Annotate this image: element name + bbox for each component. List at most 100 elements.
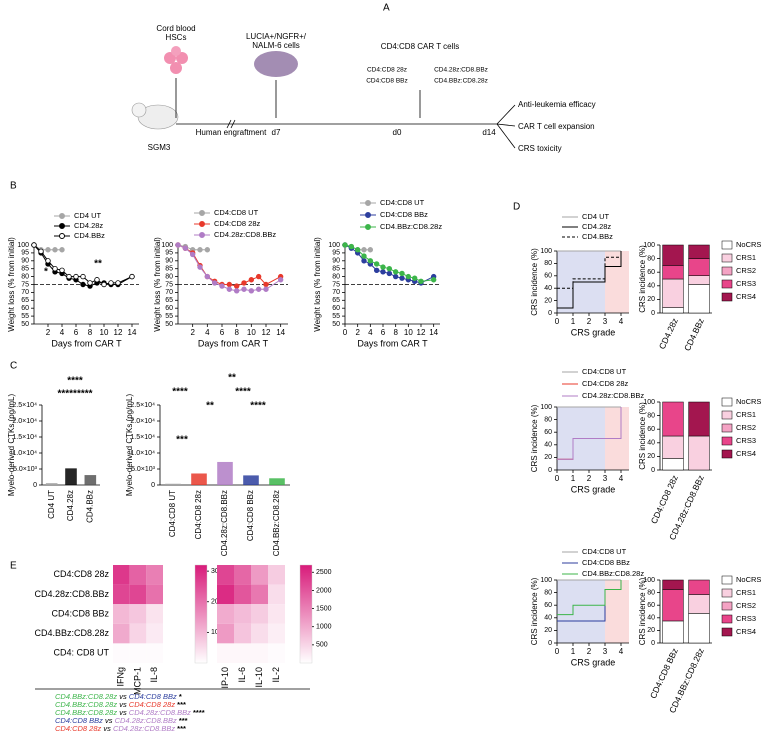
y-tick-label: 20 — [544, 627, 552, 634]
bar — [243, 475, 259, 485]
y-tick-label: 70 — [165, 289, 173, 296]
data-point — [31, 242, 37, 248]
bar — [84, 475, 97, 485]
y-tick-label: 20 — [544, 297, 552, 304]
heatmap-cell — [113, 604, 130, 624]
heatmap-cell — [146, 584, 163, 605]
x-tick-label: 6 — [381, 328, 386, 337]
colorbar-label: 2500 — [316, 569, 332, 576]
x-tick-label: CD4 UT — [47, 490, 56, 519]
arrow — [496, 123, 516, 149]
y-tick-label: 1.5×10⁴ — [12, 434, 37, 441]
legend-swatch — [721, 601, 733, 611]
data-point — [219, 283, 225, 289]
heatmap-cell — [113, 584, 130, 605]
legend-marker — [365, 212, 371, 218]
x-tick-label: 6 — [220, 328, 225, 337]
x-tick-label: 1 — [571, 647, 576, 656]
timeline-label: d7 — [272, 128, 281, 137]
legend-label: CD4.28z — [74, 221, 103, 230]
column-label: IFNg — [116, 667, 126, 687]
legend-label: CRS1 — [736, 410, 756, 419]
schematic-art — [35, 46, 516, 690]
cell — [170, 62, 182, 74]
colorbar — [299, 564, 313, 664]
stats-segment: vs — [119, 692, 127, 701]
data-point — [367, 247, 374, 253]
y-tick-label: 70 — [332, 289, 340, 296]
column-label: IL-10 — [254, 667, 264, 688]
y-tick-label: 80 — [647, 412, 655, 419]
schematic-label: HSCs — [166, 33, 187, 42]
bar-segment — [688, 594, 710, 614]
data-point — [182, 245, 189, 251]
heatmap-cell — [129, 604, 147, 624]
data-point — [108, 280, 114, 286]
colorbar-label: 2000 — [316, 587, 332, 594]
y-tick-label: 85 — [332, 266, 340, 273]
legend-label: CRS1 — [736, 253, 756, 262]
y-tick-label: 40 — [544, 615, 552, 622]
y-tick-label: 100 — [161, 242, 173, 249]
data-point — [255, 273, 262, 280]
legend-label: CD4:CD8 BBz — [380, 210, 428, 219]
legend-label: CRS2 — [736, 423, 756, 432]
annotation: **** — [67, 376, 83, 387]
y-tick-label: 100 — [643, 242, 655, 249]
arrow — [496, 123, 516, 127]
data-point — [342, 242, 348, 248]
x-tick-label: CD4:CD8 BBz — [246, 490, 255, 541]
x-tick-label: 8 — [234, 328, 239, 337]
legend-swatch — [721, 397, 733, 407]
heatmap-cell — [217, 584, 234, 605]
data-point — [226, 281, 233, 288]
step-line — [557, 407, 622, 460]
legend-label: NoCRS — [736, 575, 761, 584]
y-tick-label: 90 — [332, 258, 340, 265]
x-tick-label: 4 — [205, 328, 210, 337]
y-axis-label: Myelo-derived CTKs (pg/mL) — [125, 394, 134, 497]
heatmap-cell — [113, 623, 130, 644]
data-point — [263, 281, 269, 288]
y-tick-label: 100 — [540, 577, 552, 584]
legend-label: CD4:CD8 28z — [214, 219, 261, 228]
x-tick-label: 12 — [262, 328, 271, 337]
stats-line: CD4.BBz:CD8.28z vs CD4:CD8 28z *** — [55, 700, 186, 709]
y-tick-label: 100 — [540, 248, 552, 255]
x-tick-label: CD4.28z — [657, 317, 680, 351]
group-label: CD4:CD8 28z — [367, 67, 407, 74]
x-axis-label: Days from CAR T — [198, 338, 269, 348]
legend-label: CD4:CD8 BBz — [582, 558, 630, 567]
legend-marker — [199, 221, 205, 227]
x-axis-label: CRS grade — [571, 327, 616, 337]
cell — [171, 46, 181, 56]
mouse-label: SGM3 — [148, 143, 171, 152]
x-tick-label: 8 — [393, 328, 398, 337]
x-tick-label: 4 — [619, 647, 624, 656]
x-tick-label: 4 — [619, 317, 624, 326]
data-point — [399, 270, 405, 277]
legend-label: CD4.28z — [582, 222, 611, 231]
bar-segment — [688, 579, 710, 595]
y-tick-label: 100 — [328, 242, 340, 249]
column-label: MCP-1 — [132, 667, 142, 695]
data-point — [386, 266, 393, 272]
legend-swatch — [721, 614, 733, 624]
legend-marker — [59, 233, 65, 239]
data-point — [399, 275, 405, 281]
annotation: ** — [206, 401, 214, 412]
legend-label: CD4.28z:CD8.BBz — [214, 230, 276, 239]
y-tick-label: 90 — [165, 258, 173, 265]
y-axis-label: CRS incidence (%) — [638, 245, 647, 313]
bar-segment — [662, 435, 684, 459]
timeline-label: Human engraftment — [196, 128, 267, 137]
stats-segment: CD4.28z:CD8.BBz — [113, 724, 175, 733]
data-point — [392, 273, 399, 280]
annotation: * — [44, 267, 48, 278]
stats-segment: vs — [119, 700, 127, 709]
data-point — [233, 288, 240, 294]
y-axis-label: CRS incidence (%) — [638, 577, 647, 645]
schematic-label: NALM-6 cells — [252, 41, 300, 50]
data-point — [248, 288, 255, 294]
legend-swatch — [721, 266, 733, 276]
